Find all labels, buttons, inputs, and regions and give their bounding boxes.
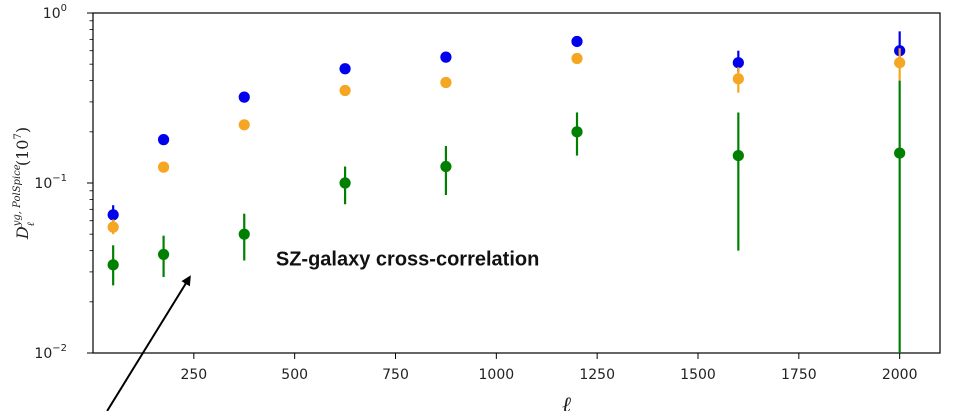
data-point — [157, 134, 170, 146]
data-point — [107, 209, 119, 221]
data-point — [571, 52, 583, 65]
series-0 — [107, 31, 906, 224]
x-tick-label: 500 — [281, 367, 308, 383]
axes: 250 500 750 1000 1250 1500 1750 2000 10−2 10−1 100… — [12, 3, 941, 411]
data-point — [107, 259, 119, 271]
data-point — [440, 51, 452, 63]
data-point — [894, 147, 906, 159]
series-2 — [107, 80, 906, 353]
data-point — [339, 84, 351, 97]
data-point — [571, 35, 583, 48]
data-point — [107, 221, 119, 233]
data-point — [440, 76, 452, 89]
x-tick-label: 1000 — [479, 367, 515, 383]
data-point — [339, 63, 351, 75]
x-tick-label: 1750 — [781, 367, 817, 383]
x-axis-label: ℓ — [562, 393, 572, 411]
x-tick-label: 2000 — [882, 367, 918, 383]
pointer-arrow — [106, 275, 191, 411]
data-point — [571, 126, 583, 138]
annotation-label: SZ-galaxy cross-correlation — [276, 248, 539, 270]
x-tick-label: 250 — [180, 367, 207, 383]
data-point — [732, 57, 744, 69]
plot-frame — [92, 12, 941, 354]
x-tick-label: 750 — [382, 367, 409, 383]
data-point — [894, 57, 906, 69]
x-tick-label: 1250 — [579, 367, 615, 383]
y-tick-label: 10−2 — [34, 343, 67, 362]
data-point — [440, 160, 452, 173]
series-1 — [107, 48, 906, 235]
data-point — [238, 119, 250, 131]
data-point — [238, 91, 250, 103]
data-marks — [107, 31, 906, 353]
x-tick-label: 1500 — [680, 367, 716, 383]
y-axis-label: Dyg, PolSpice ℓ(107) — [12, 127, 37, 240]
data-point — [732, 149, 744, 162]
data-point — [157, 161, 170, 173]
y-tick-label: 10−1 — [34, 173, 67, 192]
data-point — [157, 248, 170, 261]
y-tick-label: 100 — [43, 3, 67, 22]
data-point — [238, 228, 250, 240]
annotations: SZ-galaxy cross-correlation — [106, 248, 539, 411]
data-point — [732, 73, 744, 85]
data-point — [339, 177, 351, 189]
